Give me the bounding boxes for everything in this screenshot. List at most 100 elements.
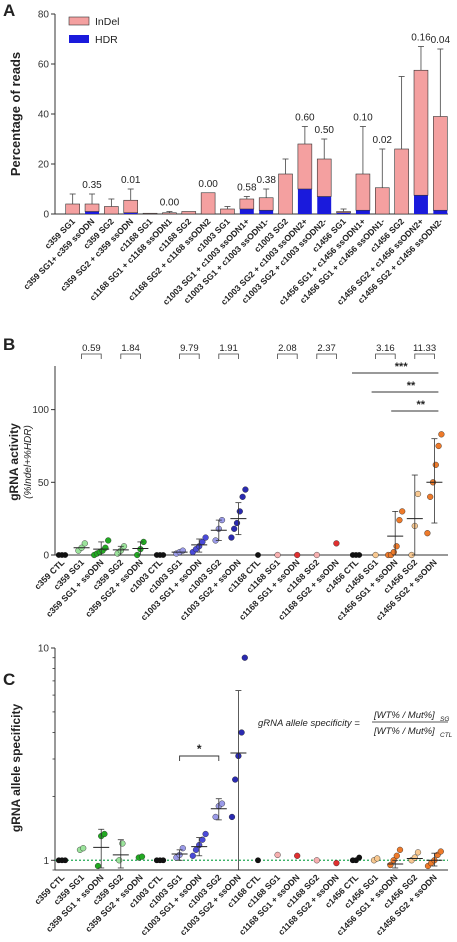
- bar-hdr: [336, 212, 351, 214]
- bar-hdr: [297, 189, 312, 214]
- data-point: [435, 442, 442, 450]
- ratio-label: 9.79: [180, 343, 199, 354]
- significance-label: *: [197, 742, 202, 756]
- data-point: [80, 845, 87, 852]
- ratio-label: 2.08: [278, 343, 297, 354]
- data-point: [101, 830, 108, 838]
- y-tick-label: 0: [43, 210, 49, 221]
- bar-indel: [278, 173, 293, 215]
- significance-label: ***: [395, 361, 409, 373]
- y-tick-label: 40: [38, 110, 50, 121]
- ratio-label: 1.84: [121, 343, 140, 354]
- y-tick-label: 80: [38, 10, 50, 21]
- y-tick-label: 50: [38, 478, 50, 489]
- panel-letter: A: [3, 1, 15, 20]
- data-point: [396, 517, 403, 524]
- ratio-bracket: [375, 353, 396, 359]
- data-point: [242, 486, 249, 493]
- data-point: [189, 852, 196, 859]
- data-point: [333, 540, 340, 547]
- ratio-annotation: 0.10: [353, 113, 373, 124]
- data-point: [105, 537, 112, 544]
- y-axis-label: gRNA activity: [7, 423, 21, 501]
- data-point: [228, 813, 236, 821]
- ratio-bracket: [179, 353, 200, 359]
- y-tick-label: 60: [38, 60, 50, 71]
- significance-label: **: [417, 399, 426, 411]
- data-point: [411, 854, 418, 861]
- bar-hdr: [85, 211, 99, 214]
- data-point: [399, 508, 406, 515]
- bar-indel: [162, 212, 177, 215]
- data-point: [236, 508, 243, 515]
- ratio-bracket: [81, 353, 102, 359]
- specificity-formula: gRNA allele specificity = [WT% / Mut%] SG […: [258, 710, 453, 739]
- data-point: [437, 848, 444, 855]
- ratio-label: 11.33: [413, 343, 436, 354]
- formula-lhs: gRNA allele specificity =: [258, 718, 360, 729]
- formula-denominator: [WT% / Mut%]: [373, 726, 435, 737]
- ratio-label: 1.91: [219, 343, 238, 354]
- bar-indel: [336, 211, 351, 214]
- bar-indel: [181, 211, 197, 215]
- y-axis-label: Percentage of reads: [8, 52, 23, 176]
- data-point: [179, 547, 186, 554]
- data-point: [393, 852, 400, 859]
- formula-numerator-sub: SG: [440, 716, 449, 723]
- ratio-label: 3.16: [376, 343, 395, 354]
- formula-denominator-sub: CTL: [440, 732, 453, 739]
- legend-swatch: [68, 16, 90, 26]
- data-point: [233, 519, 241, 527]
- data-point: [202, 534, 209, 541]
- data-point: [372, 551, 379, 559]
- bar-hdr: [414, 195, 428, 214]
- ratio-annotation: 0.00: [198, 179, 218, 190]
- panel-c: C 1 10 gRNA allele specificity * gRNA allele …: [3, 644, 453, 938]
- data-point: [396, 846, 404, 853]
- y-tick-label: 100: [32, 405, 49, 416]
- bar-hdr: [433, 210, 448, 214]
- y-axis-sublabel: (%Indel+%HDR): [23, 425, 34, 499]
- bar-hdr: [123, 212, 138, 214]
- data-point: [241, 654, 248, 661]
- ratio-annotation: 0.02: [373, 135, 393, 146]
- bar-indel: [258, 197, 274, 211]
- legend-label: HDR: [95, 34, 118, 46]
- data-point: [438, 431, 445, 438]
- data-point: [333, 859, 340, 867]
- data-point: [274, 551, 281, 559]
- formula-numerator: [WT% / Mut%]: [373, 710, 435, 721]
- data-point: [374, 855, 381, 862]
- bar-indel: [220, 208, 235, 215]
- bar-indel: [84, 203, 100, 212]
- y-tick-label: 10: [38, 644, 50, 655]
- panel-b: B 0 50 100 gRNA activity (%Indel+%HDR) 0.59 1.8…: [3, 335, 448, 622]
- data-point: [294, 551, 301, 559]
- ratio-bracket: [277, 353, 298, 359]
- data-point: [432, 461, 439, 468]
- bar-indel: [413, 69, 429, 196]
- ratio-annotation: 0.35: [82, 180, 102, 191]
- data-point: [116, 857, 123, 864]
- data-point: [356, 552, 363, 558]
- data-point: [138, 853, 146, 860]
- bar-indel: [104, 206, 119, 215]
- ratio-bracket: [316, 353, 337, 359]
- data-point: [393, 543, 400, 550]
- y-tick-label: 1: [43, 856, 49, 867]
- data-point: [356, 854, 363, 861]
- bar-hdr: [317, 196, 332, 214]
- data-point: [313, 857, 320, 864]
- ratio-annotation: 0.16: [411, 33, 431, 44]
- data-point: [255, 857, 261, 864]
- y-axis-label: gRNA allele specificity: [9, 704, 23, 833]
- bar-indel: [375, 187, 390, 215]
- data-point: [218, 800, 226, 807]
- ratio-annotation: 0.38: [256, 175, 276, 186]
- data-point: [232, 776, 239, 783]
- data-point: [231, 525, 238, 532]
- data-point: [239, 493, 246, 500]
- panel-letter: B: [3, 335, 15, 354]
- bar-indel: [200, 192, 216, 215]
